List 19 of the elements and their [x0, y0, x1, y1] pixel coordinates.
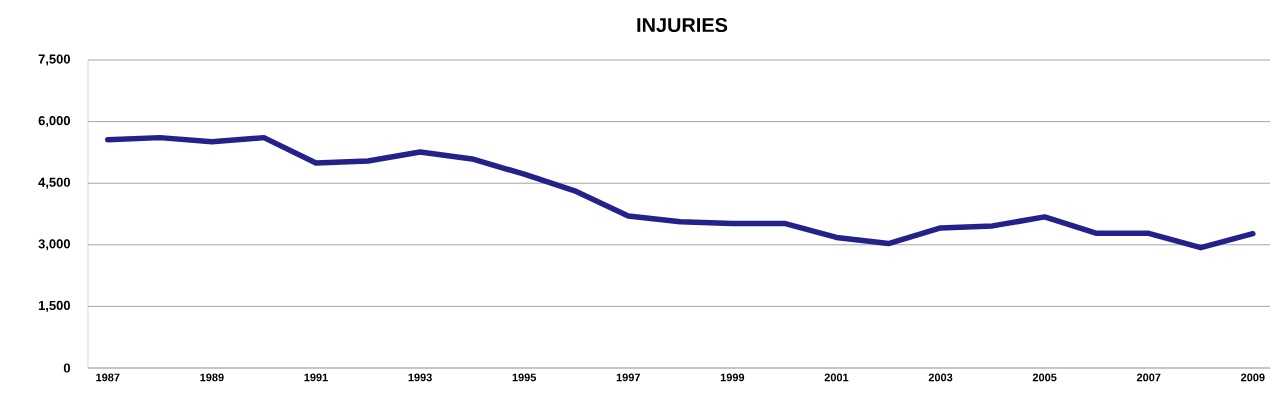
y-tick-label: 1,500	[38, 300, 70, 312]
y-tick-label: 7,500	[38, 54, 70, 66]
x-tick-label: 1997	[616, 373, 640, 382]
x-tick-label: 2007	[1136, 373, 1161, 382]
x-tick-label: 1989	[200, 373, 224, 382]
y-tick-label: 6,000	[38, 116, 70, 128]
x-tick-label: 1995	[512, 373, 537, 382]
x-tick-label: 1987	[96, 373, 120, 382]
x-tick-label: 2009	[1241, 373, 1265, 382]
x-tick-label: 1999	[720, 373, 745, 382]
chart-title: INJURIES	[637, 17, 728, 33]
x-tick-label: 1991	[304, 373, 328, 382]
y-tick-label: 3,000	[38, 239, 70, 251]
y-tick-label: 0	[63, 363, 70, 373]
y-tick-label: 4,500	[38, 177, 70, 189]
x-tick-label: 2001	[824, 373, 849, 382]
x-tick-label: 2005	[1032, 373, 1057, 382]
x-tick-label: 1993	[408, 373, 432, 382]
x-tick-label: 2003	[928, 373, 953, 382]
